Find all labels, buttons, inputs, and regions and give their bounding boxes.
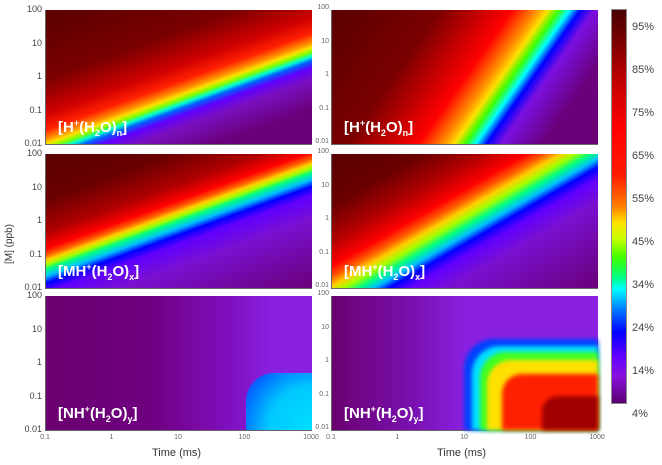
y-tick-label: 0.1 — [29, 104, 42, 115]
species-label: [NH+(H2O)y] — [58, 404, 138, 424]
y-tick-label: 0.01 — [24, 424, 42, 434]
y-tick-label: 10 — [31, 323, 42, 334]
y-tick-label: 1 — [325, 71, 329, 78]
y-tick-label: 10 — [321, 181, 329, 189]
y-tick-label: 1 — [36, 71, 42, 81]
contour-region — [542, 396, 598, 430]
y-tick-label: 100 — [26, 148, 42, 158]
y-tick-label: 100 — [317, 290, 329, 297]
y-tick-label: 0.1 — [29, 248, 42, 259]
species-label: [NH+(H2O)y] — [344, 404, 424, 424]
x-axis-label-left: Time (ms) — [152, 447, 202, 459]
y-tick-label: 100 — [317, 148, 329, 155]
colorbar — [611, 9, 627, 404]
x-axis-label-right: Time (ms) — [437, 447, 487, 459]
y-tick-label: 1 — [36, 357, 42, 367]
heatmap-panel-bottom-left: [NH+(H2O)y] — [45, 296, 312, 431]
y-tick-label: 1 — [325, 215, 329, 222]
y-tick-label: 0.1 — [319, 104, 329, 112]
x-tick-label: 100 — [524, 434, 537, 441]
y-tick-label: 1 — [36, 215, 42, 225]
species-label: [H+(H2O)n] — [344, 118, 414, 138]
cyan-region — [246, 373, 312, 430]
colorbar-tick-label: 4% — [632, 408, 648, 420]
x-tick-label: 0.1 — [326, 434, 336, 441]
y-tick-label: 0.1 — [319, 248, 329, 256]
y-tick-label: 0.01 — [315, 424, 329, 431]
colorbar-tick-label: 14% — [632, 365, 655, 377]
y-tick-label: 10 — [31, 181, 42, 192]
x-tick-label: 1000 — [589, 434, 605, 441]
x-tick-label: 10 — [460, 434, 468, 441]
colorbar-tick-label: 95% — [632, 21, 655, 33]
colorbar-tick-label: 45% — [632, 236, 655, 248]
colorbar-tick-label: 65% — [632, 150, 655, 162]
x-tick-label: 100 — [238, 434, 251, 441]
y-tick-label: 1 — [325, 357, 329, 364]
heatmap-panel-top-left: [H+(H2O)n] — [45, 10, 312, 145]
heatmap-panel-top-right: [H+(H2O)n] — [331, 10, 598, 145]
y-tick-label: 10 — [321, 323, 329, 331]
x-tick-label: 10 — [174, 434, 182, 441]
colorbar-tick-label: 34% — [632, 279, 655, 291]
y-tick-label: 100 — [317, 4, 329, 11]
heatmap-panel-middle-left: [MH+(H2O)x] — [45, 154, 312, 289]
y-tick-label: 0.01 — [24, 282, 42, 292]
species-label: [MH+(H2O)x] — [58, 262, 140, 282]
x-tick-label: 1 — [109, 434, 114, 441]
y-tick-label: 0.01 — [315, 138, 329, 145]
y-axis-label: [M] (ppb) — [4, 223, 15, 264]
y-tick-label: 0.01 — [24, 138, 42, 148]
colorbar-tick-label: 85% — [632, 64, 655, 76]
y-tick-label: 0.1 — [29, 390, 42, 401]
y-tick-label: 10 — [31, 37, 42, 48]
heatmap-panel-bottom-right: [NH+(H2O)y] — [331, 296, 598, 431]
y-tick-label: 0.1 — [319, 390, 329, 398]
y-tick-label: 10 — [321, 37, 329, 45]
x-tick-label: 1000 — [303, 434, 319, 441]
x-tick-label: 1 — [395, 434, 400, 441]
y-tick-label: 0.01 — [315, 282, 329, 289]
x-tick-label: 0.1 — [40, 434, 50, 441]
species-label: [MH+(H2O)x] — [344, 262, 426, 282]
y-tick-label: 100 — [26, 290, 42, 300]
heatmap-panel-middle-right: [MH+(H2O)x] — [331, 154, 598, 289]
y-tick-label: 100 — [26, 4, 42, 14]
colorbar-tick-label: 75% — [632, 107, 655, 119]
colorbar-tick-label: 55% — [632, 193, 655, 205]
colorbar-tick-label: 24% — [632, 322, 655, 334]
species-label: [H+(H2O)n] — [58, 118, 128, 138]
